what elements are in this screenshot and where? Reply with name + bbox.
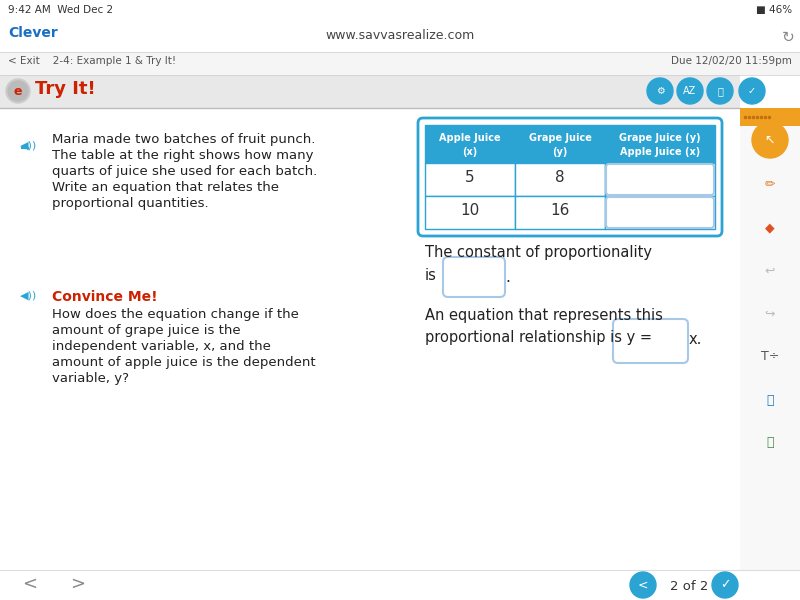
Text: ✏: ✏ [765, 179, 775, 191]
Bar [0, 75, 740, 108]
Circle shape [755, 256, 785, 286]
Bar [425, 163, 515, 196]
Text: ◀)): ◀)) [20, 290, 38, 300]
Text: <: < [638, 578, 648, 592]
Bar [425, 125, 515, 163]
Text: (x): (x) [462, 147, 478, 157]
Text: Due 12/02/20 11:59pm: Due 12/02/20 11:59pm [671, 56, 792, 66]
Text: www.savvasrealize.com: www.savvasrealize.com [326, 29, 474, 42]
FancyBboxPatch shape [418, 118, 722, 236]
Text: e: e [14, 85, 22, 98]
Circle shape [707, 78, 733, 104]
Text: ↖: ↖ [765, 133, 775, 146]
Circle shape [712, 572, 738, 598]
Text: 2 of 2: 2 of 2 [670, 580, 708, 593]
Text: Grape Juice: Grape Juice [529, 133, 591, 143]
Text: ■ 46%: ■ 46% [756, 5, 792, 15]
Circle shape [739, 78, 765, 104]
Text: Apple Juice (x): Apple Juice (x) [620, 147, 700, 157]
Text: ✓: ✓ [748, 86, 756, 96]
Text: ⚙: ⚙ [656, 86, 664, 96]
Text: 9:42 AM  Wed Dec 2: 9:42 AM Wed Dec 2 [8, 5, 113, 15]
Bar [425, 196, 515, 229]
Text: 8: 8 [555, 170, 565, 185]
Bar [0, 52, 800, 75]
Text: amount of grape juice is the: amount of grape juice is the [52, 324, 241, 337]
Text: <: < [22, 575, 37, 593]
Text: proportional relationship is y =: proportional relationship is y = [425, 330, 652, 345]
Text: ↪: ↪ [765, 307, 775, 320]
Text: ✓: ✓ [720, 578, 730, 592]
Circle shape [6, 79, 30, 103]
Bar [0, 570, 800, 600]
Text: Convince Me!: Convince Me! [52, 290, 158, 304]
Bar [515, 163, 605, 196]
Text: 16: 16 [550, 203, 570, 218]
Bar [740, 108, 800, 126]
Bar [605, 196, 715, 229]
Text: is: is [425, 268, 437, 283]
FancyBboxPatch shape [606, 197, 714, 228]
Text: ◀)): ◀)) [20, 140, 38, 150]
Text: 10: 10 [460, 203, 480, 218]
Text: T÷: T÷ [761, 350, 779, 364]
Text: ◆: ◆ [765, 221, 775, 235]
Text: Try It!: Try It! [35, 80, 96, 98]
Text: Grape Juice (y): Grape Juice (y) [619, 133, 701, 143]
Text: How does the equation change if the: How does the equation change if the [52, 308, 299, 321]
Text: An equation that represents this: An equation that represents this [425, 308, 663, 323]
Bar [0, 108, 740, 570]
Bar [605, 163, 715, 196]
Text: The table at the right shows how many: The table at the right shows how many [52, 149, 314, 162]
Text: quarts of juice she used for each batch.: quarts of juice she used for each batch. [52, 165, 318, 178]
Circle shape [630, 572, 656, 598]
Text: variable, y?: variable, y? [52, 372, 129, 385]
Text: 🗑: 🗑 [766, 437, 774, 449]
Text: proportional quantities.: proportional quantities. [52, 197, 209, 210]
Text: 5: 5 [465, 170, 475, 185]
Text: .: . [505, 270, 510, 285]
Text: (y): (y) [552, 147, 568, 157]
Circle shape [677, 78, 703, 104]
Bar [515, 125, 605, 163]
Circle shape [647, 78, 673, 104]
Text: The constant of proportionality: The constant of proportionality [425, 245, 652, 260]
Bar [515, 196, 605, 229]
Text: < Exit    2-4: Example 1 & Try It!: < Exit 2-4: Example 1 & Try It! [8, 56, 176, 66]
FancyBboxPatch shape [606, 164, 714, 195]
Text: Apple Juice: Apple Juice [439, 133, 501, 143]
Text: Maria made two batches of fruit punch.: Maria made two batches of fruit punch. [52, 133, 315, 146]
Text: Write an equation that relates the: Write an equation that relates the [52, 181, 279, 194]
Bar [0, 22, 800, 52]
Circle shape [755, 342, 785, 372]
Circle shape [752, 122, 788, 158]
Bar [0, 0, 800, 22]
Bar [740, 108, 800, 570]
Circle shape [755, 213, 785, 243]
Circle shape [755, 170, 785, 200]
FancyBboxPatch shape [613, 319, 688, 363]
Text: ⬜: ⬜ [717, 86, 723, 96]
Text: x.: x. [689, 332, 702, 347]
Bar [605, 125, 715, 163]
Text: independent variable, x, and the: independent variable, x, and the [52, 340, 271, 353]
Text: >: > [70, 575, 85, 593]
Text: Clever: Clever [8, 26, 58, 40]
Circle shape [755, 428, 785, 458]
Text: AZ: AZ [683, 86, 697, 96]
Circle shape [755, 299, 785, 329]
Circle shape [8, 81, 28, 101]
Text: amount of apple juice is the dependent: amount of apple juice is the dependent [52, 356, 316, 369]
Text: ↩: ↩ [765, 265, 775, 277]
Text: ↻: ↻ [782, 30, 794, 45]
FancyBboxPatch shape [443, 257, 505, 297]
Circle shape [755, 385, 785, 415]
Text: 🔍: 🔍 [766, 394, 774, 407]
